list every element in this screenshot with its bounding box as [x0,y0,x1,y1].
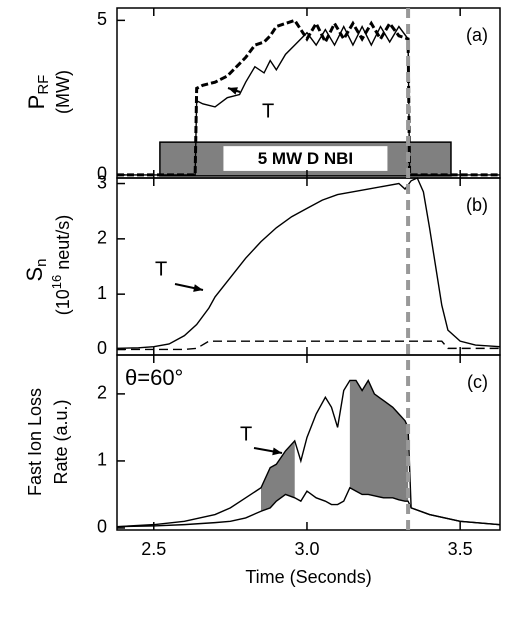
x-tick-label: 3.5 [448,539,473,559]
angle-label: θ=60° [125,365,183,390]
y-axis-label: Rate (a.u.) [51,399,71,484]
y-axis-label: Fast Ion Loss [25,388,45,496]
y-tick-label: 1 [97,450,107,470]
x-axis-label: Time (Seconds) [245,567,371,587]
arrow-head [272,447,282,456]
x-tick-label: 2.5 [141,539,166,559]
y-unit-pre: (10 [53,289,73,315]
data-line [117,24,500,176]
shaded-region [349,380,409,502]
y-unit-post: neut/s) [53,215,73,275]
y-tick-label: 5 [97,9,107,29]
y-label-main: S [22,267,47,282]
y-axis-label: PRF [24,75,52,110]
panel-label: (b) [466,195,488,215]
y-axis-unit: (MW) [53,70,73,114]
y-axis-label: Sn [22,258,50,281]
data-line [116,378,501,528]
annotation: T [240,423,252,445]
data-line [117,340,500,351]
arrow-head [228,87,238,95]
data-line [116,177,501,350]
data-line [117,18,500,177]
x-tick-label: 3.0 [294,539,319,559]
y-unit-sup: 16 [49,275,64,289]
panel-frame [116,177,501,356]
shaded-region [261,440,295,512]
y-label-sub: RF [35,75,52,95]
y-tick-label: 1 [97,283,107,303]
y-tick-label: 0 [97,338,107,358]
y-label-sub: n [33,258,50,266]
y-label-main: P [24,95,49,110]
annotation: T [155,258,167,280]
annotation: T [262,100,274,122]
y-tick-label: 2 [97,383,107,403]
nbi-label-box [223,146,388,171]
y-tick-label: 3 [97,172,107,192]
panel-label: (a) [466,25,488,45]
arrow-head [193,284,203,292]
data-line [116,486,501,528]
y-tick-label: 2 [97,228,107,248]
panel-frame [116,354,501,531]
y-tick-label: 0 [97,517,107,537]
y-axis-unit: (1016 neut/s) [49,215,72,316]
nbi-label: 5 MW D NBI [258,149,353,168]
panel-label: (c) [467,372,488,392]
y-tick-label: 0 [97,164,107,184]
